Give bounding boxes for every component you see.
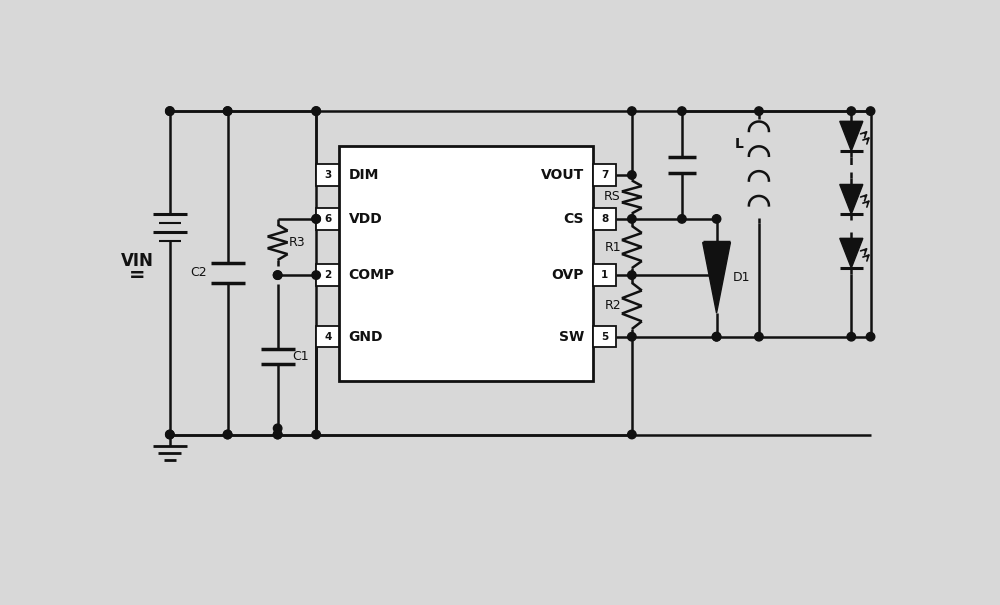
Polygon shape	[840, 185, 863, 214]
Circle shape	[273, 430, 282, 439]
Bar	[316, 208, 339, 230]
Circle shape	[166, 107, 174, 116]
Circle shape	[166, 430, 174, 439]
Text: 4: 4	[324, 332, 331, 342]
Text: VDD: VDD	[348, 212, 382, 226]
Circle shape	[273, 271, 282, 280]
Text: 8: 8	[601, 214, 609, 224]
Bar	[316, 164, 339, 186]
Text: C1: C1	[292, 350, 309, 363]
Text: VOUT: VOUT	[541, 168, 584, 182]
Circle shape	[223, 107, 232, 116]
Circle shape	[678, 107, 686, 116]
Bar	[593, 264, 616, 286]
Text: VIN: VIN	[121, 252, 154, 270]
Text: D1: D1	[732, 271, 750, 284]
Bar	[316, 264, 339, 286]
Text: OVP: OVP	[552, 268, 584, 282]
Circle shape	[223, 430, 232, 439]
Text: R3: R3	[289, 236, 305, 249]
Text: L: L	[735, 137, 744, 151]
Circle shape	[312, 430, 320, 439]
Circle shape	[312, 107, 320, 116]
Circle shape	[273, 271, 282, 280]
Text: 1: 1	[601, 270, 609, 280]
Circle shape	[312, 215, 320, 223]
Text: 2: 2	[324, 270, 331, 280]
Text: =: =	[129, 266, 146, 284]
Circle shape	[712, 333, 721, 341]
Text: 3: 3	[324, 170, 331, 180]
Circle shape	[678, 215, 686, 223]
Text: R2: R2	[604, 299, 621, 312]
Bar	[316, 326, 339, 347]
Circle shape	[166, 107, 174, 116]
Circle shape	[755, 107, 763, 116]
Circle shape	[312, 215, 320, 223]
Circle shape	[273, 430, 282, 439]
Bar	[593, 326, 616, 347]
Circle shape	[223, 107, 232, 116]
Text: GND: GND	[348, 330, 383, 344]
Circle shape	[866, 333, 875, 341]
Circle shape	[628, 430, 636, 439]
Text: CS: CS	[564, 212, 584, 226]
Text: R1: R1	[604, 241, 621, 253]
Text: 7: 7	[601, 170, 609, 180]
Circle shape	[712, 271, 721, 280]
Circle shape	[312, 107, 320, 116]
Circle shape	[273, 424, 282, 433]
Circle shape	[628, 215, 636, 223]
Text: SW: SW	[559, 330, 584, 344]
Bar	[339, 146, 593, 381]
Circle shape	[847, 107, 856, 116]
Text: C2: C2	[190, 266, 207, 280]
Text: 6: 6	[324, 214, 331, 224]
Circle shape	[312, 271, 320, 280]
Bar	[593, 164, 616, 186]
Text: RS: RS	[604, 191, 621, 203]
Text: DIM: DIM	[348, 168, 379, 182]
Bar	[593, 208, 616, 230]
Circle shape	[223, 430, 232, 439]
Circle shape	[628, 171, 636, 179]
Circle shape	[628, 107, 636, 116]
Circle shape	[755, 333, 763, 341]
Circle shape	[866, 107, 875, 116]
Polygon shape	[703, 243, 730, 313]
Polygon shape	[840, 121, 863, 151]
Circle shape	[628, 271, 636, 280]
Circle shape	[712, 333, 721, 341]
Circle shape	[628, 333, 636, 341]
Text: 5: 5	[601, 332, 609, 342]
Polygon shape	[840, 238, 863, 268]
Circle shape	[712, 215, 721, 223]
Circle shape	[847, 333, 856, 341]
Circle shape	[166, 430, 174, 439]
Text: COMP: COMP	[348, 268, 395, 282]
